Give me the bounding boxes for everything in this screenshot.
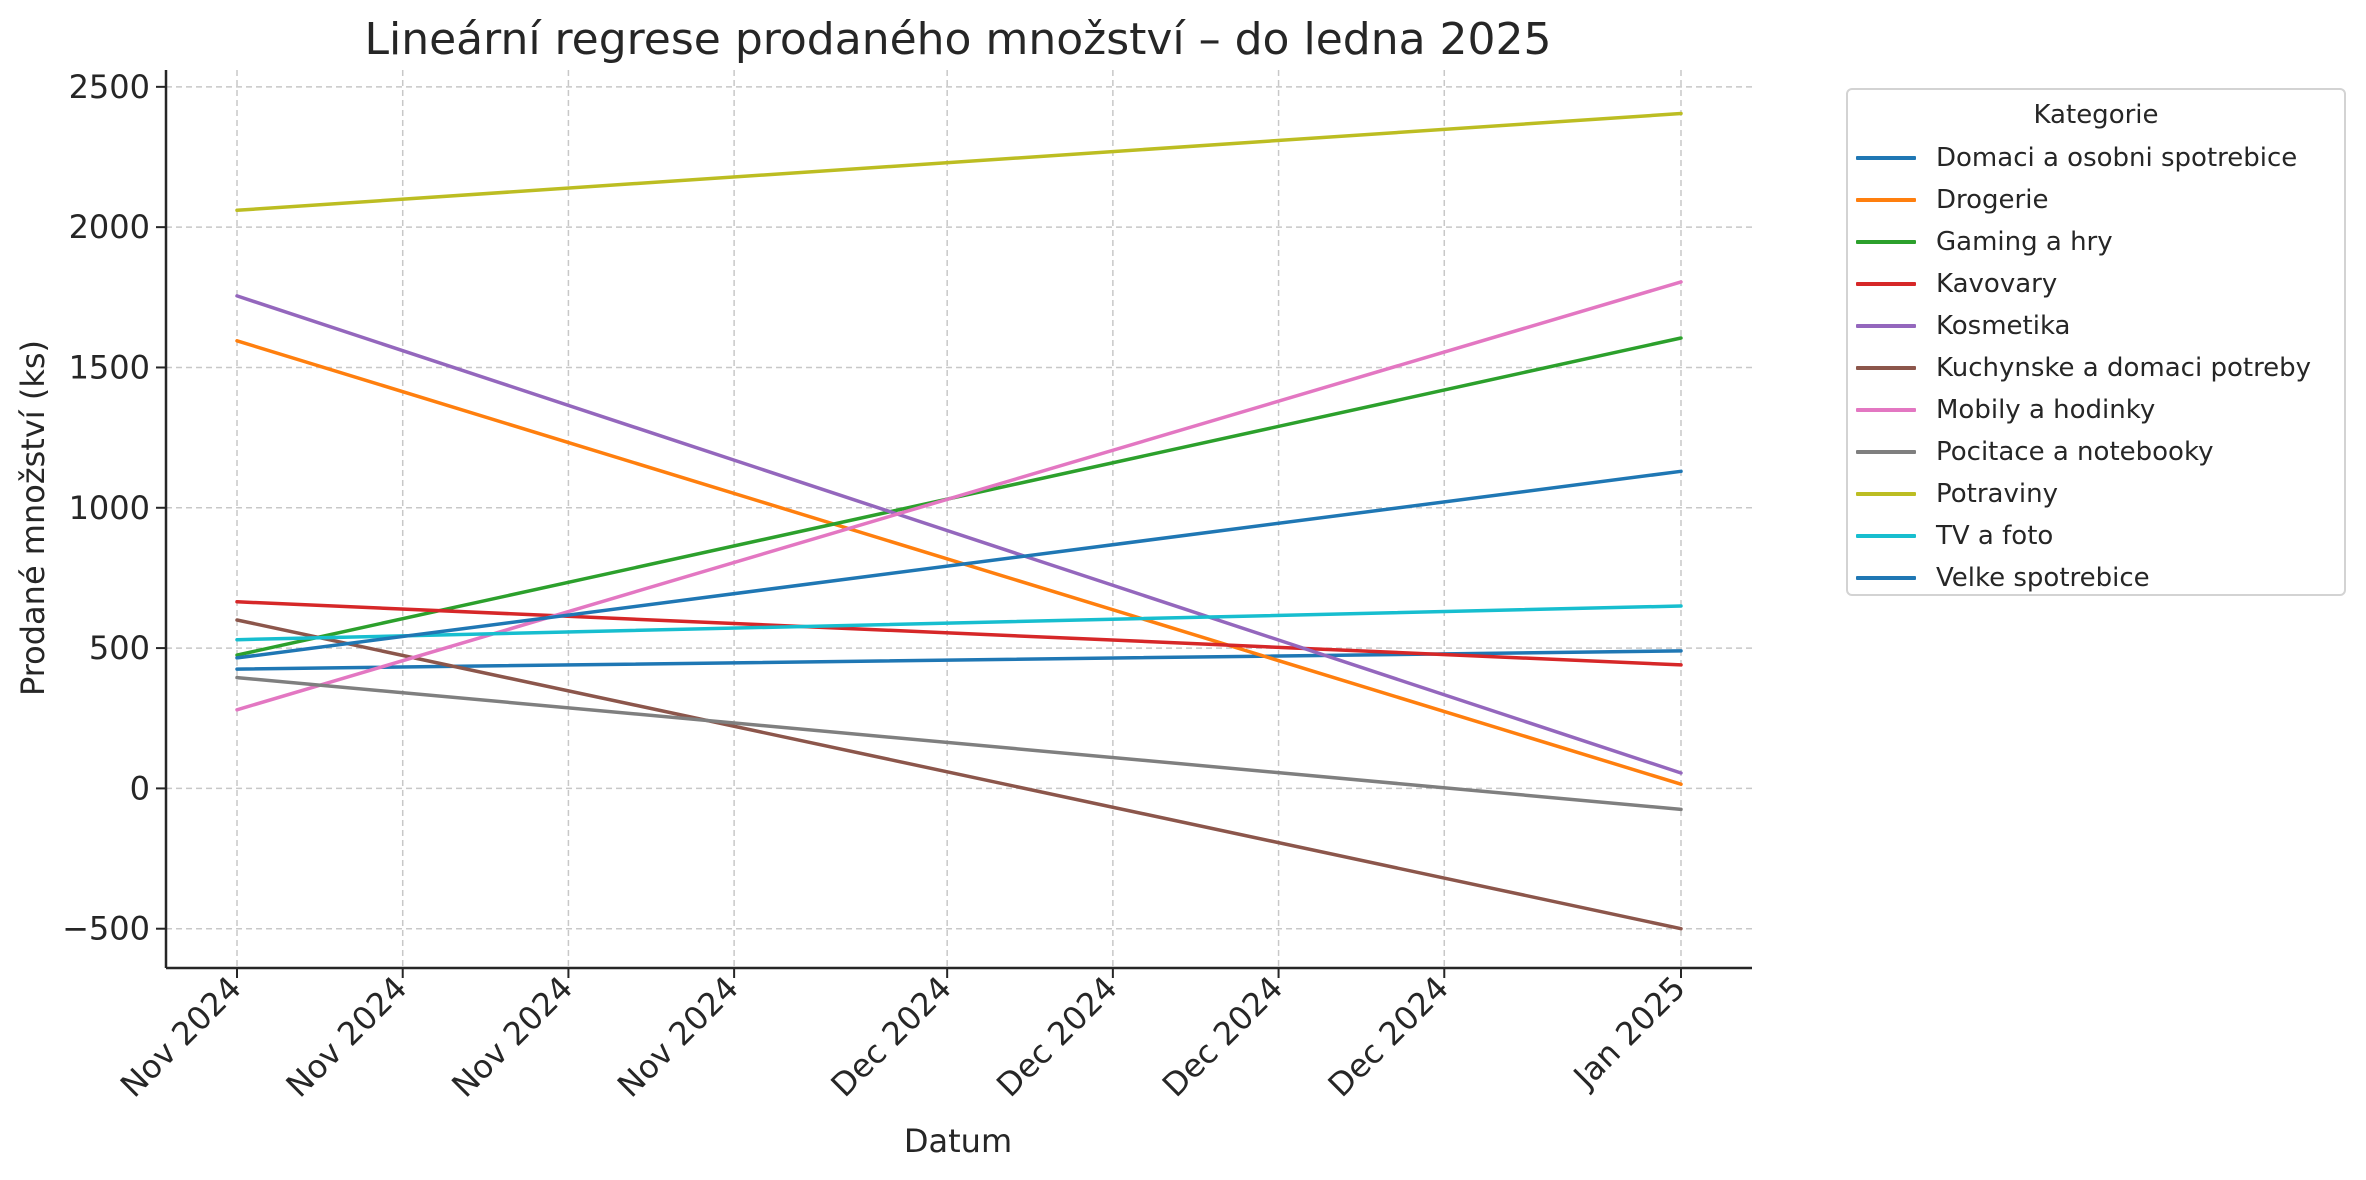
legend-swatch xyxy=(1856,366,1916,370)
legend-label: Domaci a osobni spotrebice xyxy=(1936,143,2298,173)
legend-item: Domaci a osobni spotrebice xyxy=(1856,138,2297,178)
legend-label: Kuchynske a domaci potreby xyxy=(1936,353,2312,383)
series-line xyxy=(235,604,1683,642)
y-axis-label: Prodané množství (ks) xyxy=(14,340,52,696)
legend-item: Kuchynske a domaci potreby xyxy=(1856,348,2311,388)
legend-swatch xyxy=(1856,282,1916,286)
x-axis-ticks: Nov 2024 Nov 2024 Nov 2024 Nov 2024 Dec 2024… xyxy=(113,968,1693,1105)
legend-label: Kosmetika xyxy=(1936,311,2071,341)
legend-swatch xyxy=(1856,156,1916,160)
legend-item: Kavovary xyxy=(1856,264,2057,304)
legend: Kategorie Domaci a osobni spotrebice Drog… xyxy=(1846,88,2346,596)
axes xyxy=(164,70,1752,970)
y-tick-label: 2000 xyxy=(69,208,150,246)
legend-item: Potraviny xyxy=(1856,474,2058,514)
legend-item: Mobily a hodinky xyxy=(1856,390,2155,430)
legend-label: TV a foto xyxy=(1936,521,2054,551)
series-line xyxy=(235,600,1683,667)
legend-title: Kategorie xyxy=(2033,100,2159,130)
legend-label: Mobily a hodinky xyxy=(1936,395,2156,425)
x-tick-label: Dec 2024 xyxy=(823,969,958,1104)
y-tick-label: 1000 xyxy=(69,489,150,527)
x-tick-label: Nov 2024 xyxy=(610,969,746,1105)
legend-label: Potraviny xyxy=(1936,479,2058,509)
series-line xyxy=(235,469,1683,660)
series-line xyxy=(235,111,1683,213)
legend-label: Velke spotrebice xyxy=(1936,563,2150,593)
legend-swatch xyxy=(1856,576,1916,580)
y-tick-label: 2500 xyxy=(69,68,150,106)
legend-label: Drogerie xyxy=(1936,185,2049,215)
grid xyxy=(166,70,1752,968)
legend-swatch xyxy=(1856,240,1916,244)
y-tick-label: 1500 xyxy=(69,348,150,386)
series-line xyxy=(235,675,1683,812)
legend-swatch xyxy=(1856,324,1916,328)
series-line xyxy=(235,294,1683,775)
y-tick-label: −500 xyxy=(62,910,150,948)
legend-swatch xyxy=(1856,198,1916,202)
legend-item: Pocitace a notebooky xyxy=(1856,432,2213,472)
series-line xyxy=(235,339,1683,786)
legend-item: Velke spotrebice xyxy=(1856,558,2150,598)
x-tick-label: Jan 2025 xyxy=(1565,969,1693,1097)
legend-item: Gaming a hry xyxy=(1856,222,2113,262)
legend-item: Kosmetika xyxy=(1856,306,2070,346)
x-tick-label: Nov 2024 xyxy=(444,969,580,1105)
legend-swatch xyxy=(1856,492,1916,496)
y-tick-label: 0 xyxy=(130,769,150,807)
series-line xyxy=(235,618,1683,931)
legend-label: Gaming a hry xyxy=(1936,227,2113,257)
x-tick-label: Dec 2024 xyxy=(1155,969,1290,1104)
legend-swatch xyxy=(1856,408,1916,412)
legend-label: Pocitace a notebooky xyxy=(1936,437,2214,467)
legend-swatch xyxy=(1856,450,1916,454)
x-tick-label: Nov 2024 xyxy=(279,969,415,1105)
x-axis-label: Datum xyxy=(904,1122,1012,1160)
chart-title: Lineární regrese prodaného množství – do… xyxy=(364,14,1551,65)
series-line xyxy=(235,280,1683,712)
x-tick-label: Nov 2024 xyxy=(113,969,249,1105)
y-axis-ticks: −500 0 500 1000 1500 2000 2500 xyxy=(62,68,166,948)
y-tick-label: 500 xyxy=(89,629,150,667)
x-tick-label: Dec 2024 xyxy=(989,969,1124,1104)
legend-swatch xyxy=(1856,534,1916,538)
legend-label: Kavovary xyxy=(1936,269,2058,299)
series-lines xyxy=(235,111,1683,931)
legend-item: Drogerie xyxy=(1856,180,2048,220)
x-tick-label: Dec 2024 xyxy=(1320,969,1455,1104)
legend-item: TV a foto xyxy=(1856,516,2053,556)
